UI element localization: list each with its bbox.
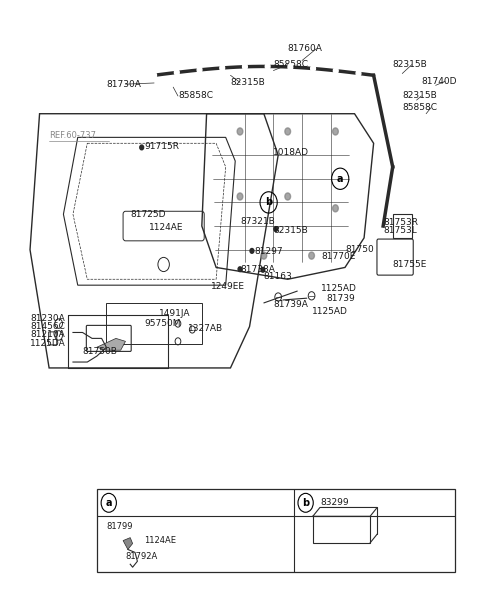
Circle shape	[242, 64, 247, 69]
Text: 1327AB: 1327AB	[188, 324, 223, 333]
Text: 1249EE: 1249EE	[211, 283, 245, 292]
Circle shape	[311, 65, 315, 71]
Circle shape	[285, 193, 290, 200]
Circle shape	[261, 252, 267, 259]
Text: 1125DA: 1125DA	[30, 339, 66, 347]
Text: 81750: 81750	[345, 245, 374, 254]
Circle shape	[237, 193, 243, 200]
Circle shape	[174, 69, 179, 75]
Text: 81792A: 81792A	[125, 552, 158, 561]
Circle shape	[152, 72, 156, 78]
Bar	[313, 516, 370, 543]
Circle shape	[220, 65, 225, 71]
Circle shape	[309, 252, 314, 259]
Text: 1018AD: 1018AD	[274, 148, 310, 157]
Circle shape	[356, 71, 361, 77]
Circle shape	[285, 128, 290, 135]
Text: 81738A: 81738A	[240, 265, 275, 274]
Text: 81725D: 81725D	[130, 210, 166, 219]
Circle shape	[333, 205, 338, 212]
Text: 81730A: 81730A	[107, 80, 141, 89]
Text: 87321B: 87321B	[240, 217, 275, 226]
Circle shape	[274, 227, 278, 232]
Text: 95750M: 95750M	[144, 319, 181, 328]
Text: 81230A: 81230A	[30, 314, 65, 323]
Bar	[393, 214, 412, 238]
Text: 81297: 81297	[254, 247, 283, 256]
Circle shape	[140, 145, 144, 150]
Text: 1491JA: 1491JA	[159, 309, 191, 318]
Text: 1124AE: 1124AE	[144, 536, 177, 545]
Text: 82315B: 82315B	[230, 78, 265, 87]
Text: 81739A: 81739A	[274, 300, 308, 309]
Circle shape	[261, 267, 265, 272]
Text: 81210A: 81210A	[30, 330, 65, 339]
Text: 81753L: 81753L	[383, 226, 417, 235]
Text: b: b	[265, 197, 272, 207]
Text: 85858C: 85858C	[274, 60, 309, 69]
Text: b: b	[302, 498, 309, 508]
Polygon shape	[123, 538, 132, 549]
Text: 82315B: 82315B	[274, 226, 308, 235]
Text: 81799: 81799	[107, 522, 133, 532]
Circle shape	[197, 67, 202, 73]
Text: a: a	[106, 498, 112, 508]
Circle shape	[238, 267, 242, 271]
Bar	[97, 489, 455, 572]
Circle shape	[333, 128, 338, 135]
Text: 91715R: 91715R	[144, 142, 180, 151]
Text: 83299: 83299	[320, 498, 348, 507]
Text: 82315B: 82315B	[393, 60, 428, 69]
Text: 1125AD: 1125AD	[321, 283, 357, 293]
Circle shape	[288, 64, 293, 70]
Text: 1125AD: 1125AD	[312, 307, 348, 316]
Text: a: a	[337, 174, 344, 184]
Text: 81753R: 81753R	[383, 218, 418, 227]
Text: 1124AE: 1124AE	[149, 223, 184, 232]
Circle shape	[265, 64, 270, 69]
Text: 81760A: 81760A	[288, 44, 323, 53]
Text: 81163: 81163	[264, 272, 293, 281]
Polygon shape	[97, 339, 125, 350]
Circle shape	[334, 68, 338, 74]
Text: REF.60-737: REF.60-737	[49, 131, 96, 140]
Text: 81456C: 81456C	[30, 322, 65, 331]
Text: 81739: 81739	[326, 293, 355, 303]
Circle shape	[250, 248, 254, 253]
Text: 81770E: 81770E	[321, 252, 356, 261]
Text: 81740D: 81740D	[421, 77, 457, 86]
Text: 81750B: 81750B	[83, 347, 118, 356]
Text: 81755E: 81755E	[393, 260, 427, 269]
Text: 85858C: 85858C	[402, 103, 437, 112]
Text: 85858C: 85858C	[178, 91, 213, 100]
Text: 82315B: 82315B	[402, 91, 437, 100]
Circle shape	[237, 128, 243, 135]
